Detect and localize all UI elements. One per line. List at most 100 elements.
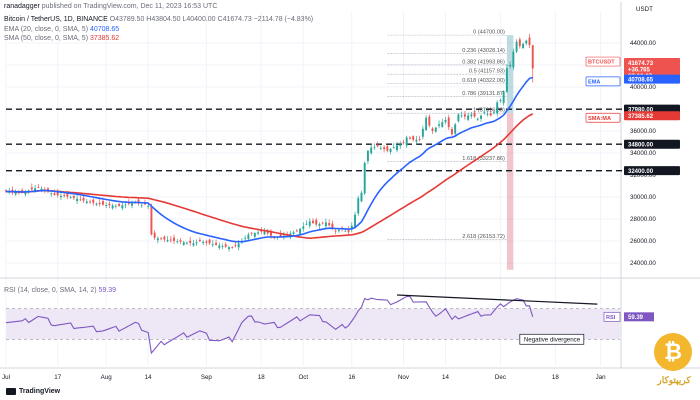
candle-body-33 <box>111 205 114 209</box>
candle-body-138 <box>450 128 453 135</box>
ema-legend-value: 40708.65 <box>89 26 120 33</box>
candle-body-80 <box>263 231 266 235</box>
candle-body-6 <box>24 191 27 195</box>
candle-body-30 <box>101 201 104 205</box>
candle-body-112 <box>366 150 369 162</box>
candle-body-9 <box>34 188 37 191</box>
rsi-panel: Negative divergence RSI 59.39 <box>5 294 654 355</box>
candle-body-57 <box>189 240 192 243</box>
candle-body-103 <box>337 230 340 232</box>
price-tick-3: 30000.00 <box>630 194 656 201</box>
candle-body-108 <box>354 214 356 227</box>
sma-legend-line[interactable]: SMA (50, close, 0, SMA, 5) 37385.62 <box>4 34 119 43</box>
candle-body-65 <box>215 242 218 245</box>
sma-value-badge-box <box>624 111 680 121</box>
candle-body-142 <box>463 114 466 117</box>
candle-body-161 <box>525 40 528 44</box>
candle-body-106 <box>347 230 350 233</box>
published-info: published on TradingView.com, Dec 11, 20… <box>41 3 218 10</box>
candle-body-8 <box>30 187 33 190</box>
candle-body-81 <box>266 231 269 234</box>
time-tick-8: Nov <box>398 374 410 381</box>
candle-body-109 <box>357 198 360 214</box>
rsi-tag-box <box>603 311 621 322</box>
candle-body-22 <box>76 198 79 201</box>
fib-label-1: 0.236 (43028.14) <box>462 48 505 54</box>
header-author-line: ranadagger published on TradingView.com,… <box>4 2 217 11</box>
symbol-title: Bitcoin / TetherUS, 1D, BINANCE <box>4 16 108 23</box>
tradingview-logo[interactable]: TradingView <box>6 388 60 395</box>
candle-body-64 <box>211 244 214 245</box>
current-price-badge-text-1: +36.765 <box>628 68 651 74</box>
time-tick-7: 16 <box>348 374 355 381</box>
rsi-legend-line[interactable]: RSI (14, close, 0, SMA, 14, 2) 59.39 <box>4 286 116 295</box>
candle-body-141 <box>460 115 463 117</box>
axis-tag-box-1 <box>585 76 621 87</box>
axis-tag-box-2 <box>585 112 621 123</box>
candle-body-51 <box>169 239 172 241</box>
ema-legend-line[interactable]: EMA (20, close, 0, SMA, 5) 40708.65 <box>4 25 119 34</box>
candle-body-133 <box>434 127 437 132</box>
candle-body-54 <box>179 240 182 242</box>
candle-body-100 <box>328 223 331 226</box>
ohlc-values: O43789.50 H43804.50 L40400.00 C41674.73 … <box>109 16 314 23</box>
candle-body-42 <box>140 204 143 206</box>
candle-body-27 <box>92 199 95 203</box>
level-badge-2: 32400.00 <box>624 166 680 176</box>
candle-body-83 <box>273 237 276 239</box>
candle-body-118 <box>386 146 389 151</box>
candle-body-12 <box>43 189 46 191</box>
fib-label-3: 0.5 (41157.93) <box>469 69 505 75</box>
price-tick-10: 44000.00 <box>630 40 656 47</box>
candle-body-116 <box>379 147 382 149</box>
candle-body-52 <box>173 237 176 241</box>
level-badge-1: 34800.00 <box>624 139 680 149</box>
candle-body-71 <box>234 245 237 247</box>
candle-body-10 <box>37 187 40 188</box>
fib-label-8: 2.618 (26153.72) <box>462 234 505 240</box>
candle-body-76 <box>250 233 253 235</box>
candle-body-94 <box>308 221 311 226</box>
candle-body-132 <box>431 128 434 131</box>
price-tick-4: 32000.00 <box>630 172 656 179</box>
candle-body-93 <box>305 223 308 225</box>
candle-body-17 <box>59 195 62 198</box>
candle-body-78 <box>257 232 260 234</box>
time-tick-10: Dec <box>495 374 506 381</box>
rsi-value-badge-text: 59.39 <box>628 315 644 321</box>
candle-body-61 <box>202 241 205 243</box>
candle-body-39 <box>131 203 134 206</box>
time-tick-11: 18 <box>552 374 559 381</box>
candle-body-89 <box>292 232 295 235</box>
bitcoin-coin-icon: ₿ <box>654 333 692 371</box>
sma-value-badge: 37385.62 <box>624 111 680 121</box>
candle-body-102 <box>334 230 337 232</box>
candle-body-56 <box>185 242 188 244</box>
candle-body-50 <box>166 240 169 242</box>
candle-body-131 <box>428 116 431 126</box>
candle-body-11 <box>40 188 43 191</box>
candle-body-19 <box>66 193 69 197</box>
time-tick-6: Oct <box>298 374 308 381</box>
candle-body-66 <box>218 245 221 248</box>
candle-body-75 <box>247 234 250 240</box>
ema-value-badge: 40708.65 <box>624 74 680 84</box>
candle-body-49 <box>163 236 166 240</box>
candle-body-28 <box>95 203 98 205</box>
candle-body-143 <box>467 115 470 120</box>
candle-body-130 <box>425 117 428 130</box>
candle-body-128 <box>418 139 421 140</box>
candle-body-63 <box>208 239 211 244</box>
rsi-legend: RSI (14, close, 0, SMA, 14, 2) <box>4 287 97 294</box>
fib-range-band <box>506 35 514 270</box>
candle-body-117 <box>383 147 386 150</box>
candle-body-95 <box>312 220 314 223</box>
candle-body-85 <box>279 234 282 237</box>
time-axis: Jul 17 Aug 14 Sep 18 Oct 16 Nov 14 Dec 18 Jan <box>2 374 606 381</box>
candle-body-70 <box>231 247 234 249</box>
candle-body-163 <box>531 45 534 69</box>
candle-body-69 <box>228 247 230 250</box>
candle-body-47 <box>156 238 159 241</box>
ema-legend: EMA (20, close, 0, SMA, 5) <box>4 26 89 33</box>
